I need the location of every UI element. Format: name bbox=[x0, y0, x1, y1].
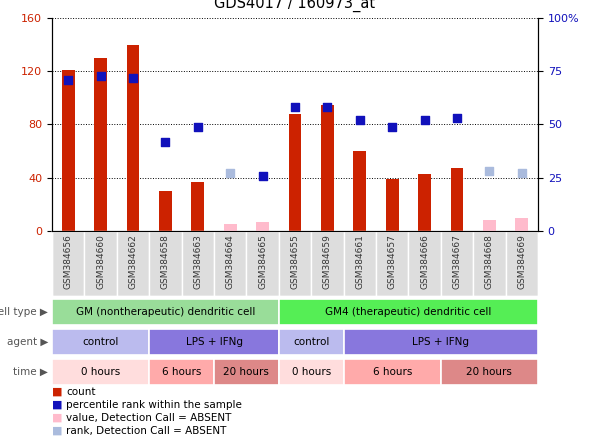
Text: ■: ■ bbox=[52, 413, 63, 423]
Text: LPS + IFNg: LPS + IFNg bbox=[412, 337, 469, 347]
Bar bbox=[441, 359, 538, 385]
Text: percentile rank within the sample: percentile rank within the sample bbox=[66, 400, 242, 410]
Text: GSM384662: GSM384662 bbox=[129, 234, 137, 289]
Bar bbox=[343, 359, 441, 385]
Bar bbox=[149, 359, 214, 385]
Bar bbox=[279, 329, 343, 355]
Bar bbox=[311, 231, 343, 296]
Text: GSM384660: GSM384660 bbox=[96, 234, 105, 289]
Text: GDS4017 / 160973_at: GDS4017 / 160973_at bbox=[214, 0, 376, 12]
Bar bbox=[343, 231, 376, 296]
Text: cell type ▶: cell type ▶ bbox=[0, 307, 48, 317]
Text: GSM384668: GSM384668 bbox=[485, 234, 494, 289]
Bar bbox=[289, 114, 301, 231]
Text: 6 hours: 6 hours bbox=[162, 367, 201, 377]
Point bbox=[355, 117, 365, 124]
Bar bbox=[214, 359, 279, 385]
Bar bbox=[62, 70, 75, 231]
Text: GSM384656: GSM384656 bbox=[64, 234, 73, 289]
Bar bbox=[94, 58, 107, 231]
Text: 6 hours: 6 hours bbox=[372, 367, 412, 377]
Bar bbox=[473, 231, 506, 296]
Text: 20 hours: 20 hours bbox=[467, 367, 512, 377]
Text: ■: ■ bbox=[52, 426, 63, 436]
Text: GSM384665: GSM384665 bbox=[258, 234, 267, 289]
Text: GSM384655: GSM384655 bbox=[290, 234, 300, 289]
Point bbox=[517, 170, 526, 177]
Point bbox=[453, 115, 462, 122]
Bar bbox=[52, 299, 279, 325]
Bar bbox=[149, 329, 279, 355]
Text: GSM384669: GSM384669 bbox=[517, 234, 526, 289]
Point bbox=[323, 104, 332, 111]
Bar bbox=[256, 222, 269, 231]
Text: time ▶: time ▶ bbox=[13, 367, 48, 377]
Bar bbox=[224, 224, 237, 231]
Text: GSM384667: GSM384667 bbox=[453, 234, 461, 289]
Bar bbox=[386, 179, 399, 231]
Bar bbox=[279, 299, 538, 325]
Bar bbox=[408, 231, 441, 296]
Bar bbox=[52, 231, 84, 296]
Text: 0 hours: 0 hours bbox=[291, 367, 331, 377]
Bar bbox=[451, 168, 464, 231]
Text: 20 hours: 20 hours bbox=[224, 367, 270, 377]
Text: ■: ■ bbox=[52, 400, 63, 410]
Text: 0 hours: 0 hours bbox=[81, 367, 120, 377]
Bar bbox=[343, 329, 538, 355]
Bar bbox=[279, 231, 311, 296]
Bar bbox=[418, 174, 431, 231]
Bar bbox=[321, 104, 334, 231]
Bar bbox=[214, 231, 247, 296]
Text: rank, Detection Call = ABSENT: rank, Detection Call = ABSENT bbox=[66, 426, 227, 436]
Bar bbox=[506, 231, 538, 296]
Bar bbox=[515, 218, 528, 231]
Text: GSM384666: GSM384666 bbox=[420, 234, 429, 289]
Point bbox=[420, 117, 430, 124]
Bar bbox=[159, 191, 172, 231]
Text: GM4 (therapeutic) dendritic cell: GM4 (therapeutic) dendritic cell bbox=[325, 307, 491, 317]
Point bbox=[128, 74, 137, 81]
Text: count: count bbox=[66, 387, 96, 397]
Text: LPS + IFNg: LPS + IFNg bbox=[185, 337, 242, 347]
Point bbox=[225, 170, 235, 177]
Bar bbox=[376, 231, 408, 296]
Point bbox=[258, 172, 267, 179]
Text: ■: ■ bbox=[52, 387, 63, 397]
Text: agent ▶: agent ▶ bbox=[6, 337, 48, 347]
Bar bbox=[84, 231, 117, 296]
Text: value, Detection Call = ABSENT: value, Detection Call = ABSENT bbox=[66, 413, 231, 423]
Bar bbox=[182, 231, 214, 296]
Point bbox=[484, 168, 494, 175]
Bar bbox=[149, 231, 182, 296]
Point bbox=[160, 138, 170, 145]
Point bbox=[64, 76, 73, 83]
Point bbox=[290, 104, 300, 111]
Point bbox=[388, 123, 397, 130]
Bar bbox=[191, 182, 204, 231]
Bar bbox=[52, 329, 149, 355]
Bar bbox=[279, 359, 343, 385]
Text: GSM384658: GSM384658 bbox=[161, 234, 170, 289]
Bar bbox=[353, 151, 366, 231]
Text: GSM384663: GSM384663 bbox=[194, 234, 202, 289]
Text: GM (nontherapeutic) dendritic cell: GM (nontherapeutic) dendritic cell bbox=[76, 307, 255, 317]
Point bbox=[96, 72, 106, 79]
Text: GSM384659: GSM384659 bbox=[323, 234, 332, 289]
Bar bbox=[117, 231, 149, 296]
Bar bbox=[441, 231, 473, 296]
Text: GSM384661: GSM384661 bbox=[355, 234, 364, 289]
Bar bbox=[247, 231, 279, 296]
Text: control: control bbox=[83, 337, 119, 347]
Bar bbox=[126, 45, 139, 231]
Bar bbox=[52, 359, 149, 385]
Text: GSM384657: GSM384657 bbox=[388, 234, 396, 289]
Text: GSM384664: GSM384664 bbox=[226, 234, 235, 289]
Point bbox=[193, 123, 202, 130]
Bar bbox=[483, 220, 496, 231]
Text: control: control bbox=[293, 337, 329, 347]
